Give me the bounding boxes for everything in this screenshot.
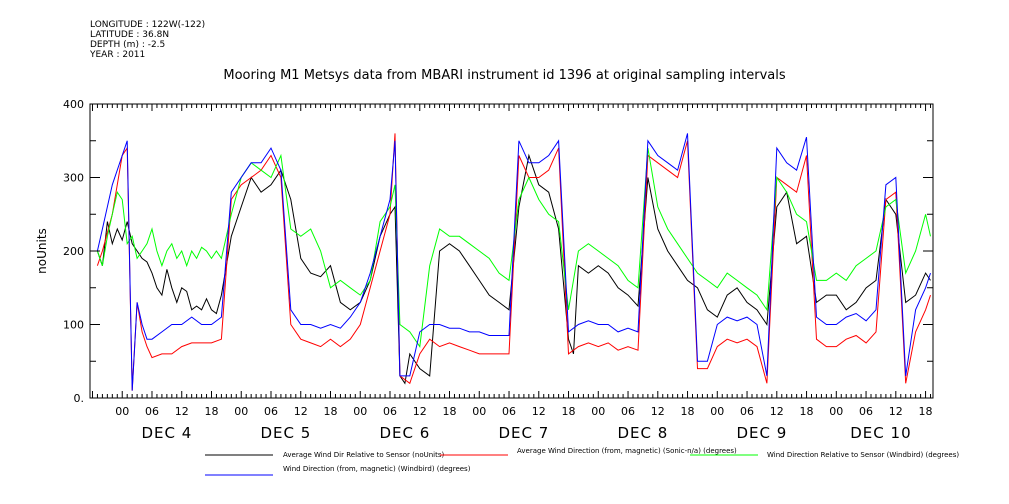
x-tick-label: 00 [472, 405, 486, 418]
x-tick-label: 06 [145, 405, 159, 418]
y-tick-label: 100 [63, 319, 84, 332]
x-day-label: DEC 5 [260, 424, 311, 442]
series-line-4 [96, 133, 931, 391]
longitude-text: LONGITUDE : 122W(-122) [90, 20, 206, 30]
latitude-text: LATITUDE : 36.8N [90, 30, 170, 40]
x-tick-label: 06 [859, 405, 873, 418]
x-tick-label: 18 [919, 405, 933, 418]
y-axis-label: noUnits [35, 228, 49, 274]
x-tick-label: 18 [324, 405, 338, 418]
y-tick-label: 300 [63, 172, 84, 185]
x-tick-label: 06 [383, 405, 397, 418]
depth-text: DEPTH (m) : -2.5 [90, 40, 166, 50]
x-tick-label: 06 [264, 405, 278, 418]
x-tick-label: 00 [591, 405, 605, 418]
x-tick-label: 12 [532, 405, 546, 418]
year-text: YEAR : 2011 [90, 50, 146, 60]
x-tick-label: 12 [770, 405, 784, 418]
x-tick-label: 00 [234, 405, 248, 418]
x-tick-label: 18 [204, 405, 218, 418]
x-day-label: DEC 6 [379, 424, 430, 442]
legend-label-2: Average Wind Direction (from, magnetic) … [517, 447, 737, 455]
x-tick-label: 12 [175, 405, 189, 418]
y-tick-label: 0. [74, 392, 85, 405]
x-day-label: DEC 7 [498, 424, 549, 442]
x-tick-label: 12 [889, 405, 903, 418]
chart-title: Mooring M1 Metsys data from MBARI instru… [223, 68, 786, 83]
x-tick-label: 00 [829, 405, 843, 418]
legend-label-3: Wind Direction Relative to Sensor (Windb… [767, 451, 959, 459]
x-tick-label: 18 [800, 405, 814, 418]
x-day-label: DEC 8 [617, 424, 668, 442]
x-day-label: DEC 4 [141, 424, 192, 442]
x-tick-label: 12 [294, 405, 308, 418]
x-tick-label: 06 [502, 405, 516, 418]
x-day-label: DEC 10 [850, 424, 911, 442]
y-tick-label: 400 [63, 98, 84, 111]
x-tick-label: 00 [115, 405, 129, 418]
series-line-1 [96, 153, 931, 385]
legend-label-1: Average Wind Dir Relative to Sensor (noU… [283, 451, 444, 459]
x-tick-label: 12 [413, 405, 427, 418]
x-tick-label: 18 [562, 405, 576, 418]
x-tick-label: 18 [443, 405, 457, 418]
x-tick-label: 18 [681, 405, 695, 418]
x-tick-label: 06 [740, 405, 754, 418]
legend-label-4: Wind Direction (from, magnetic) (Windbir… [283, 465, 471, 473]
x-tick-label: 06 [621, 405, 635, 418]
x-tick-label: 00 [710, 405, 724, 418]
metadata-block: LONGITUDE : 122W(-122) LATITUDE : 36.8N … [90, 20, 205, 60]
x-tick-label: 12 [651, 405, 665, 418]
x-day-label: DEC 9 [737, 424, 788, 442]
x-tick-label: 00 [353, 405, 367, 418]
y-tick-label: 200 [63, 245, 84, 258]
series-line-2 [96, 133, 931, 391]
